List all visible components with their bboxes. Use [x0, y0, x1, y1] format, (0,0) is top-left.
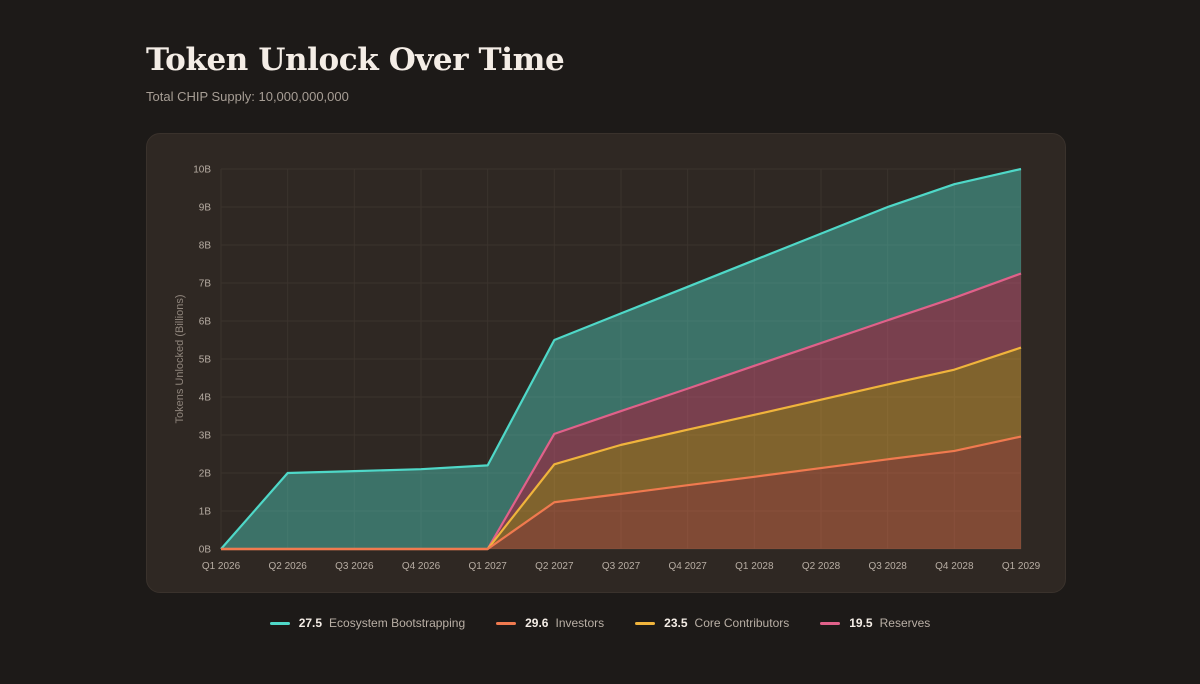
legend-value: 19.5 [849, 616, 873, 630]
y-tick-label: 10B [193, 165, 211, 176]
area-investors [221, 436, 1021, 549]
y-tick-label: 8B [199, 241, 212, 252]
y-tick-label: 0B [199, 545, 212, 556]
chart-legend: 27.5 Ecosystem Bootstrapping 29.6 Invest… [0, 616, 1200, 630]
x-tick-label: Q1 2028 [735, 561, 774, 572]
x-tick-label: Q3 2027 [602, 561, 641, 572]
legend-label: Core Contributors [694, 616, 790, 630]
grid-layer [220, 168, 1022, 550]
unlock-area-chart: 0B 1B 2B 3B 4B 5B 6B 7B 8B 9B 10B Q1 2026 Q2 2026 Q3 … [174, 165, 1041, 573]
y-tick-label: 4B [199, 393, 212, 404]
chart-card: 0B 1B 2B 3B 4B 5B 6B 7B 8B 9B 10B Q1 2026 Q2 2026 Q3 … [146, 133, 1066, 593]
legend-swatch [635, 621, 656, 625]
page-title: Token Unlock Over Time [146, 42, 565, 78]
x-tick-label: Q3 2028 [868, 561, 907, 572]
y-tick-label: 5B [199, 355, 212, 366]
x-tick-label: Q2 2026 [268, 561, 307, 572]
y-tick-label: 3B [199, 431, 212, 442]
area-ecosystem-bootstrapping [221, 169, 1021, 549]
x-tick-label: Q4 2027 [668, 561, 707, 572]
x-tick-label: Q4 2026 [402, 561, 441, 572]
y-axis-title: Tokens Unlocked (Billions) [174, 295, 186, 424]
legend-label: Ecosystem Bootstrapping [329, 616, 466, 630]
y-tick-label: 2B [199, 469, 212, 480]
legend-item-ecosystem-bootstrapping[interactable]: 27.5 Ecosystem Bootstrapping [269, 616, 466, 630]
legend-swatch [269, 621, 290, 625]
page-subtitle: Total CHIP Supply: 10,000,000,000 [146, 89, 349, 104]
x-tick-label: Q4 2028 [935, 561, 974, 572]
y-tick-label: 7B [199, 279, 212, 290]
x-tick-label: Q1 2027 [468, 561, 507, 572]
x-tick-label: Q2 2028 [802, 561, 841, 572]
legend-label: Reserves [879, 616, 931, 630]
x-tick-label: Q1 2026 [202, 561, 241, 572]
legend-item-core-contributors[interactable]: 23.5 Core Contributors [635, 616, 789, 630]
legend-label: Investors [555, 616, 605, 630]
x-tick-label: Q3 2026 [335, 561, 374, 572]
legend-value: 27.5 [298, 616, 323, 630]
line-investors [221, 435, 1022, 551]
axis-layer: 0B 1B 2B 3B 4B 5B 6B 7B 8B 9B 10B Q1 2026 Q2 2026 Q3 … [174, 165, 1041, 573]
legend-value: 29.6 [525, 616, 549, 630]
y-tick-label: 6B [199, 317, 212, 328]
x-tick-label: Q2 2027 [535, 561, 574, 572]
line-layer [220, 167, 1022, 551]
legend-swatch [496, 621, 517, 625]
y-tick-label: 9B [199, 203, 212, 214]
legend-item-reserves[interactable]: 19.5 Reserves [820, 616, 930, 630]
area-core-contributors [221, 347, 1021, 549]
legend-swatch [820, 621, 841, 625]
legend-value: 23.5 [664, 616, 688, 630]
x-tick-label: Q1 2029 [1002, 561, 1041, 572]
line-ecosystem-bootstrapping [220, 167, 1022, 550]
legend-item-investors[interactable]: 29.6 Investors [496, 616, 604, 630]
y-tick-label: 1B [199, 507, 212, 518]
